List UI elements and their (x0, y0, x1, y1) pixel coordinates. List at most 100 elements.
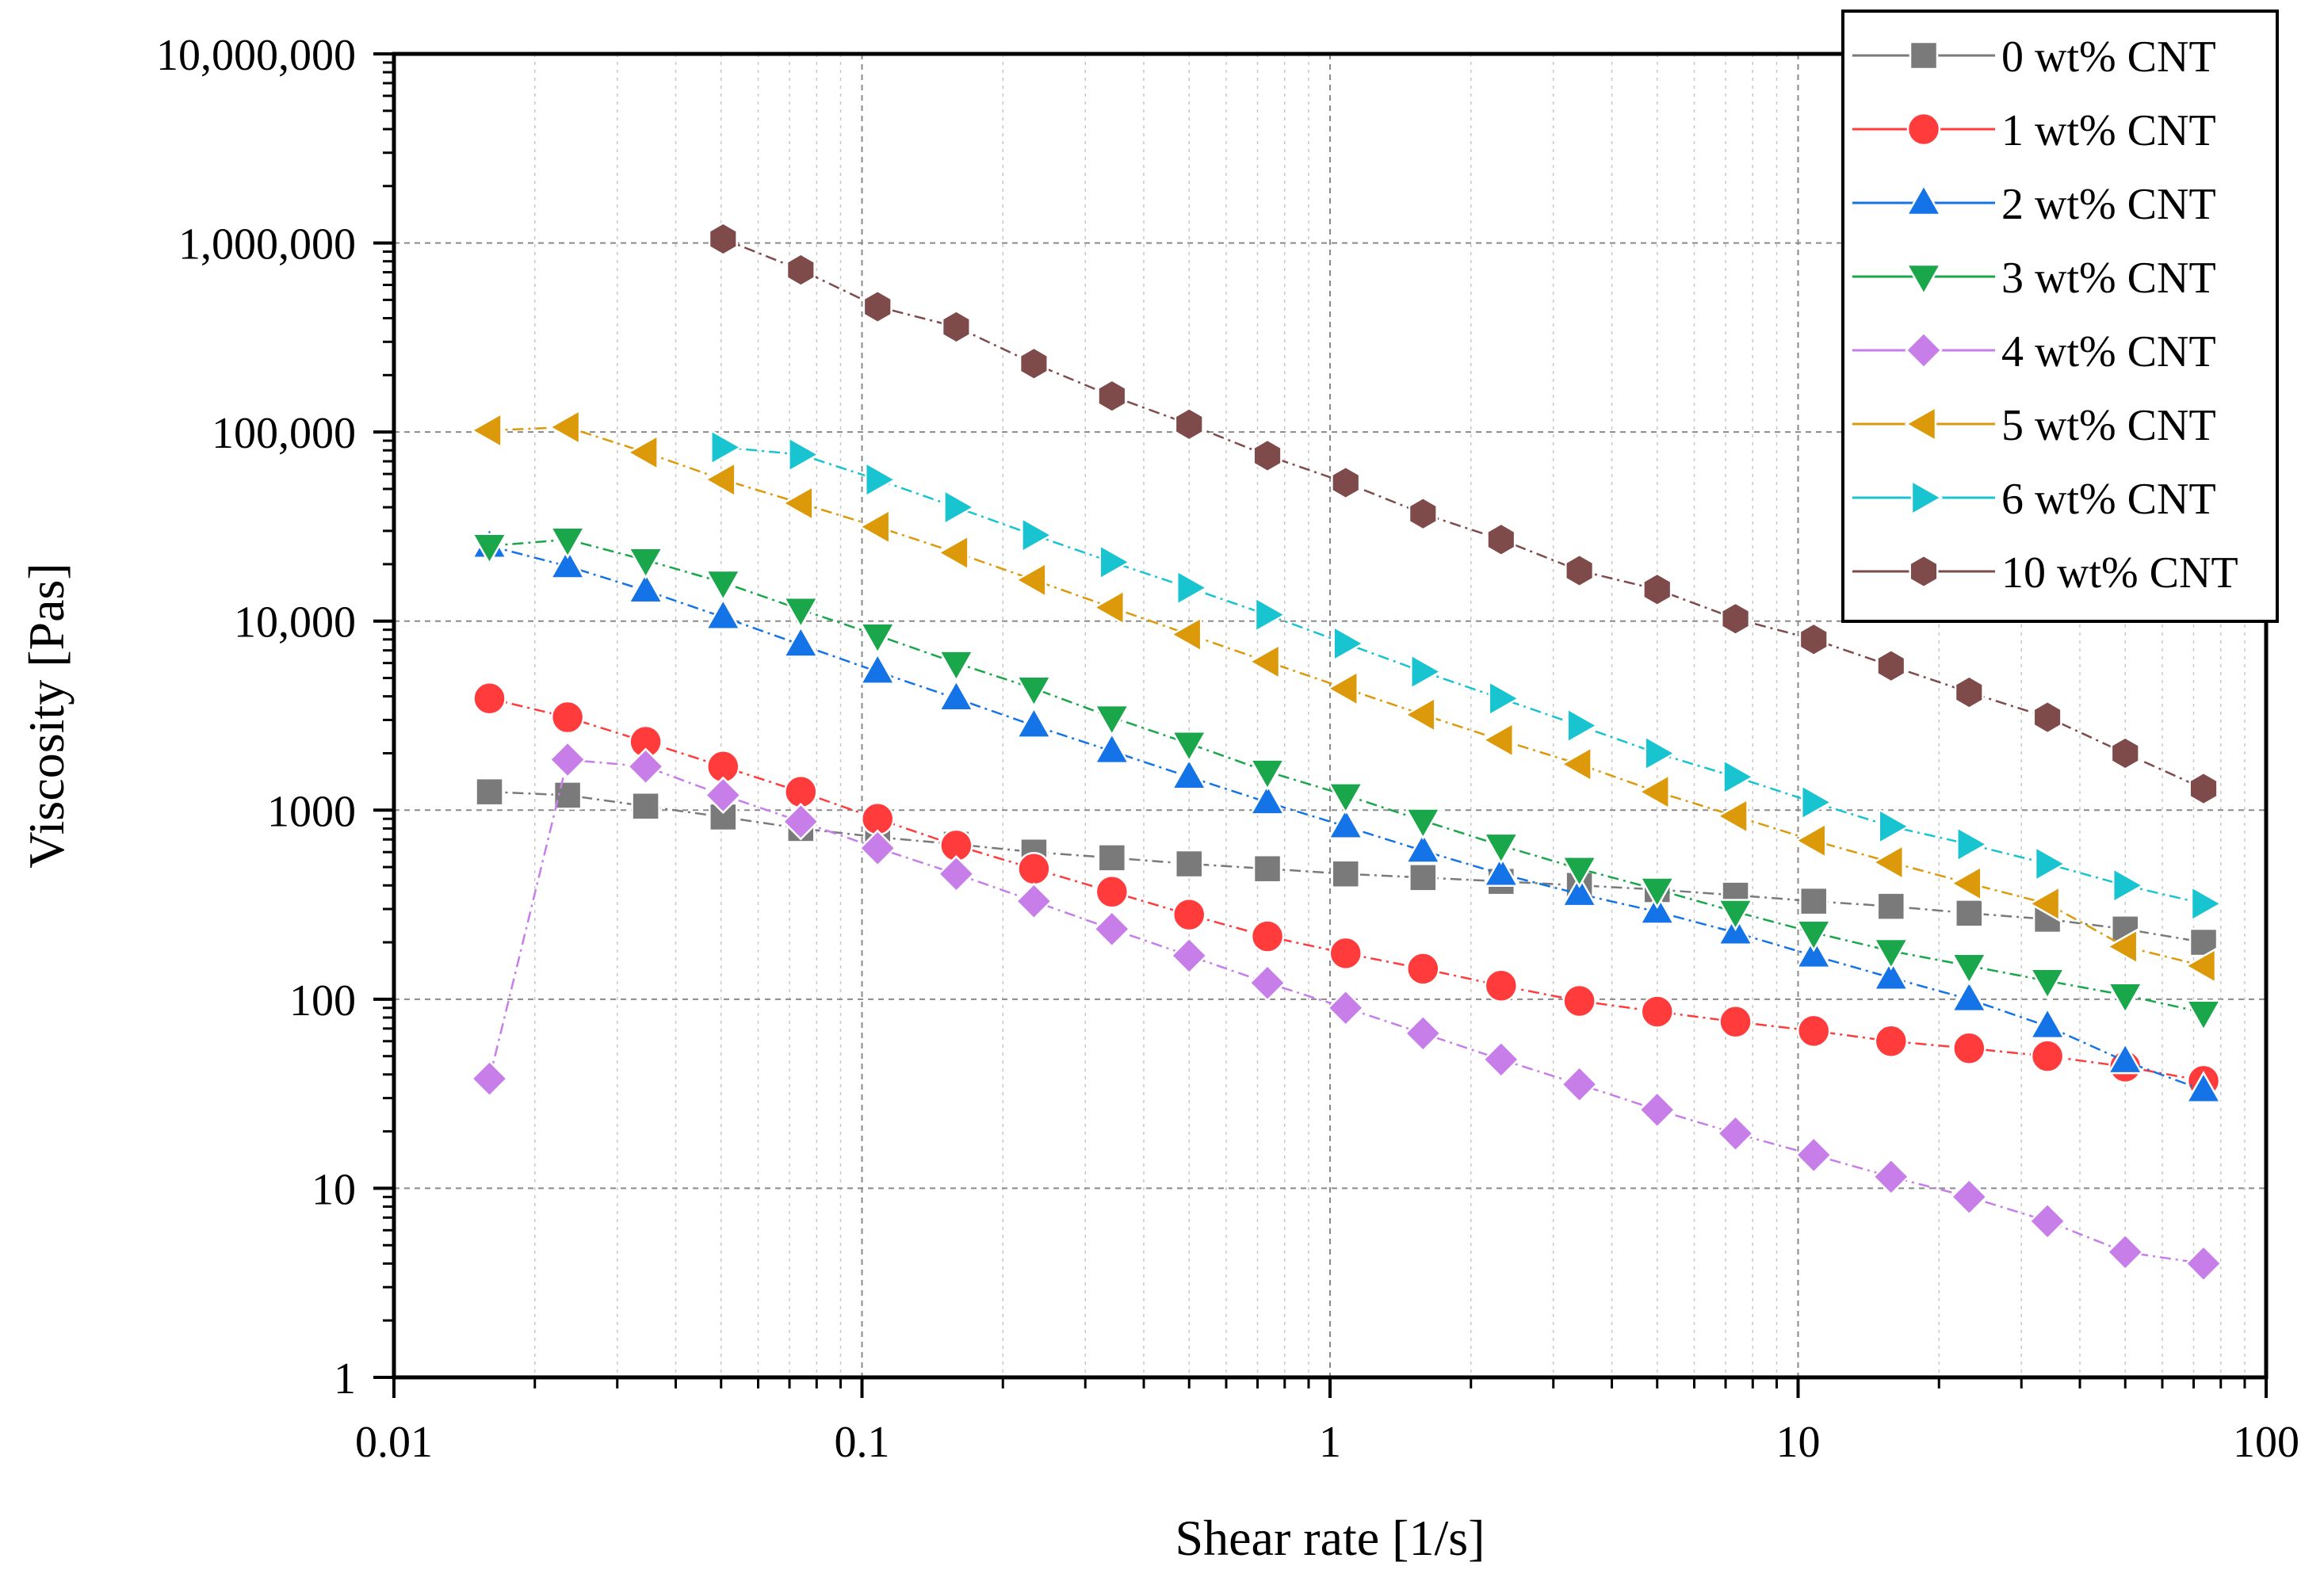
data-point (859, 622, 896, 655)
y-tick-label: 100 (289, 976, 356, 1025)
legend-label: 10 wt% CNT (2001, 548, 2238, 598)
data-point (710, 429, 743, 466)
y-tick-label: 100,000 (212, 409, 356, 458)
data-point (631, 791, 660, 821)
data-point (1170, 937, 1208, 975)
data-point (1409, 863, 1438, 892)
series-layer (469, 222, 2223, 1283)
data-point (941, 309, 971, 344)
data-point (705, 569, 742, 602)
data-point (1327, 807, 1364, 840)
data-point (1015, 675, 1053, 708)
data-point (1800, 784, 1833, 821)
data-point (2107, 1041, 2144, 1075)
data-point (1795, 936, 1833, 969)
data-point (1951, 953, 1988, 986)
data-point (1566, 707, 1600, 744)
data-point (1798, 622, 1829, 657)
y-tick-label: 10,000 (234, 598, 356, 647)
legend-marker (1905, 331, 1943, 369)
data-point (2028, 1006, 2066, 1040)
data-point (708, 222, 738, 256)
data-point (1486, 522, 1516, 557)
data-point (1722, 758, 1756, 796)
data-point (2112, 867, 2145, 904)
data-point (1171, 757, 1208, 790)
legend-marker (1909, 40, 1939, 71)
data-point (1326, 989, 1365, 1027)
data-point (1175, 569, 1209, 606)
data-point (864, 461, 897, 498)
data-point (788, 436, 820, 473)
data-point (1252, 438, 1282, 473)
data-point (2034, 845, 2067, 883)
data-point (1720, 602, 1751, 636)
data-point (1562, 983, 1596, 1018)
y-tick-label: 1000 (267, 787, 356, 836)
data-point (1871, 843, 1905, 881)
data-point (1795, 1136, 1833, 1174)
data-point (548, 408, 581, 446)
data-point (1410, 653, 1443, 690)
data-point (2105, 928, 2139, 965)
data-point (627, 571, 664, 604)
legend-label: 6 wt% CNT (2001, 475, 2216, 524)
x-axis-label: Shear rate [1/s] (1175, 1510, 1485, 1566)
legend-marker (1905, 263, 1943, 296)
data-point (943, 488, 976, 526)
data-point (862, 289, 893, 324)
data-point (1252, 854, 1282, 884)
data-point (782, 802, 820, 841)
series-line (489, 697, 2204, 1083)
data-point (1021, 517, 1053, 554)
data-point (2107, 982, 2144, 1015)
series-1-wt-cnt (472, 682, 2221, 1098)
axes-layer: 0.01 0.1 1 10 100 1 10 100 1000 10,000 100,000 1,00… (156, 31, 2299, 1467)
data-point (1092, 589, 1126, 626)
data-point (1019, 346, 1049, 381)
data-point (2028, 885, 2061, 922)
data-point (2028, 1202, 2066, 1240)
y-tick-label: 1 (334, 1354, 356, 1404)
data-point (1876, 648, 1906, 683)
series-10-wt-cnt (708, 222, 2219, 806)
data-point (1482, 832, 1519, 865)
data-point (1405, 831, 1442, 864)
series-4-wt-cnt (470, 740, 2223, 1283)
data-point (1718, 1005, 1753, 1039)
y-tick-label: 10,000,000 (156, 31, 356, 80)
data-point (2110, 736, 2140, 770)
data-point (1794, 822, 1827, 859)
data-point (469, 411, 503, 449)
data-point (475, 777, 504, 807)
series-line (723, 446, 2204, 905)
data-point (2188, 771, 2219, 806)
data-point (858, 508, 891, 545)
legend-label: 3 wt% CNT (2001, 254, 2216, 303)
data-point (2190, 885, 2223, 922)
legend-label: 4 wt% CNT (2001, 327, 2216, 376)
data-point (1248, 964, 1286, 1003)
data-point (1872, 958, 1909, 991)
legend-item: 2 wt% CNT (1852, 180, 2216, 229)
data-point (1956, 826, 1989, 863)
data-point (1561, 874, 1598, 907)
data-point (1408, 496, 1438, 531)
legend-marker (1910, 479, 1944, 517)
y-axis-label: Viscosity [Pas] (18, 563, 75, 868)
data-point (705, 598, 742, 630)
legend-marker (1909, 554, 1939, 589)
x-tick-label: 0.1 (835, 1418, 890, 1467)
legend-marker (1906, 112, 1941, 147)
data-point (1327, 782, 1364, 815)
data-point (2028, 968, 2066, 1001)
data-point (1872, 938, 1909, 971)
data-point (1795, 919, 1833, 953)
data-point (1095, 875, 1130, 909)
data-point (1174, 849, 1204, 879)
legend-box (1841, 10, 2279, 623)
data-point (785, 253, 816, 288)
series-5-wt-cnt (469, 408, 2217, 984)
data-point (1955, 899, 1984, 928)
